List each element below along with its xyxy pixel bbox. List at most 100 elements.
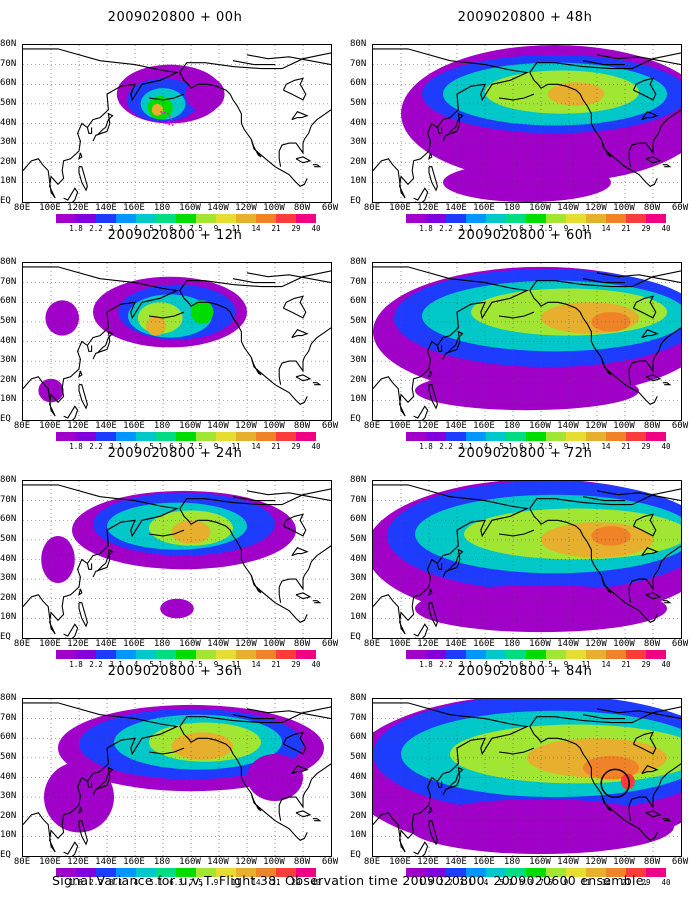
colorbar-label: 2.2 <box>439 224 453 233</box>
colorbar-swatch <box>526 868 546 877</box>
coastline <box>428 152 433 161</box>
longitude-tick-label: 80E <box>13 421 31 431</box>
colorbar-label: 3.1 <box>109 660 123 669</box>
colorbar-label: 40 <box>311 224 321 233</box>
colorbar-swatch <box>296 868 316 877</box>
colorbar-label: 6.3 <box>519 878 533 887</box>
colorbar-label: 1.8 <box>419 660 433 669</box>
coastline <box>232 496 275 502</box>
coastline <box>250 357 262 376</box>
longitude-tick-label: 120E <box>67 639 89 649</box>
latitude-tick-label: 50N <box>0 97 17 108</box>
colorbar-label: 11 <box>581 878 591 887</box>
variance-contour <box>171 732 233 760</box>
colorbar-label: 1.8 <box>69 660 83 669</box>
coastline <box>600 139 612 158</box>
latitude-tick-label: 70N <box>0 276 17 287</box>
colorbar-swatch <box>546 868 566 877</box>
colorbar-swatch <box>136 214 156 223</box>
coastline <box>86 127 93 134</box>
coastline <box>23 266 179 417</box>
coastline <box>628 327 681 385</box>
variance-map <box>373 45 681 202</box>
colorbar-swatch <box>196 868 216 877</box>
coastline <box>78 806 83 815</box>
longitude-tick-label: 60W <box>321 857 339 867</box>
panel-title: 2009020800 + 36h <box>107 664 243 679</box>
variance-map <box>23 481 331 638</box>
map-panel-7: 2009020800 + 84h 80N 70N 60N 50N 40N 30N 20N 10N… <box>350 664 700 887</box>
colorbar-swatch <box>196 214 216 223</box>
colorbar-swatch <box>216 650 236 659</box>
colorbar-label: 9 <box>213 442 219 451</box>
longitude-tick-label: 140W <box>557 857 579 867</box>
variance-contour <box>443 162 611 202</box>
coastline <box>373 484 529 635</box>
colorbar-swatch <box>586 650 606 659</box>
longitude-tick-label: 140W <box>207 421 229 431</box>
longitude-tick-label: 120W <box>235 203 257 213</box>
colorbar-swatch <box>546 214 566 223</box>
colorbar-label: 29 <box>291 660 301 669</box>
colorbar-swatch <box>446 650 466 659</box>
colorbar-label: 6.3 <box>169 660 183 669</box>
latitude-tick-label: 60N <box>0 78 17 89</box>
longitude-tick-label: 160W <box>179 639 201 649</box>
colorbar-label: 14 <box>601 660 611 669</box>
colorbar-swatch <box>76 432 96 441</box>
latitude-tick-label: 20N <box>0 374 17 385</box>
longitude-tick-label: 120E <box>417 857 439 867</box>
longitude-tick-label: 160W <box>179 421 201 431</box>
longitude-tick-label: 160E <box>123 203 145 213</box>
coastline <box>596 708 681 720</box>
variance-contour <box>146 315 166 336</box>
longitude-tick-label: 160E <box>123 421 145 431</box>
coastline <box>179 726 308 841</box>
latitude-tick-label: 50N <box>350 533 367 544</box>
colorbar-swatch <box>466 432 486 441</box>
colorbar-label: 11 <box>231 442 241 451</box>
colorbar-swatch <box>606 650 626 659</box>
longitude-tick-label: 100E <box>389 203 411 213</box>
latitude-tick-label: 40N <box>350 335 367 346</box>
longitude-tick-label: 120W <box>235 421 257 431</box>
colorbar-swatch <box>506 650 526 659</box>
latitude-tick-label: 10N <box>350 830 367 841</box>
latitude-tick-label: 80N <box>0 475 17 485</box>
coastline <box>148 311 185 319</box>
colorbar-label: 14 <box>601 224 611 233</box>
longitude-tick-label: 140E <box>95 203 117 213</box>
coastline <box>628 763 681 821</box>
colorbar-label: 29 <box>641 224 651 233</box>
longitude-tick-label: 160E <box>473 639 495 649</box>
longitude-tick-label: 180 <box>153 421 171 431</box>
coastline <box>428 370 433 379</box>
longitude-tick-label: 160E <box>473 203 495 213</box>
colorbar-swatch <box>586 432 606 441</box>
coastline <box>148 93 185 101</box>
coastline <box>246 54 331 66</box>
longitude-tick-label: 140E <box>445 203 467 213</box>
coastline <box>179 488 331 509</box>
longitude-tick-label: 120E <box>67 203 89 213</box>
colorbar-swatch <box>156 214 176 223</box>
colorbar-label: 3.1 <box>109 442 123 451</box>
variance-contour <box>408 799 674 855</box>
colorbar-swatch <box>76 868 96 877</box>
colorbar <box>406 868 666 877</box>
colorbar-label: 9 <box>563 878 569 887</box>
coastline <box>645 374 662 382</box>
map-panel-6: 2009020800 + 72h 80N 70N 60N 50N 40N 30N 20N 10N… <box>350 446 700 669</box>
longitude-tick-label: 100W <box>613 421 635 431</box>
colorbar-swatch <box>236 214 256 223</box>
colorbar-label: 4 <box>483 442 489 451</box>
colorbar-swatch <box>626 214 646 223</box>
longitude-tick-label: 80E <box>13 203 31 213</box>
coastline <box>23 702 179 853</box>
colorbar-swatch <box>276 650 296 659</box>
coastline <box>529 290 658 405</box>
colorbar-swatch <box>156 868 176 877</box>
flight-track <box>160 111 175 127</box>
variance-contour <box>191 300 214 324</box>
longitude-tick-label: 160E <box>473 857 495 867</box>
